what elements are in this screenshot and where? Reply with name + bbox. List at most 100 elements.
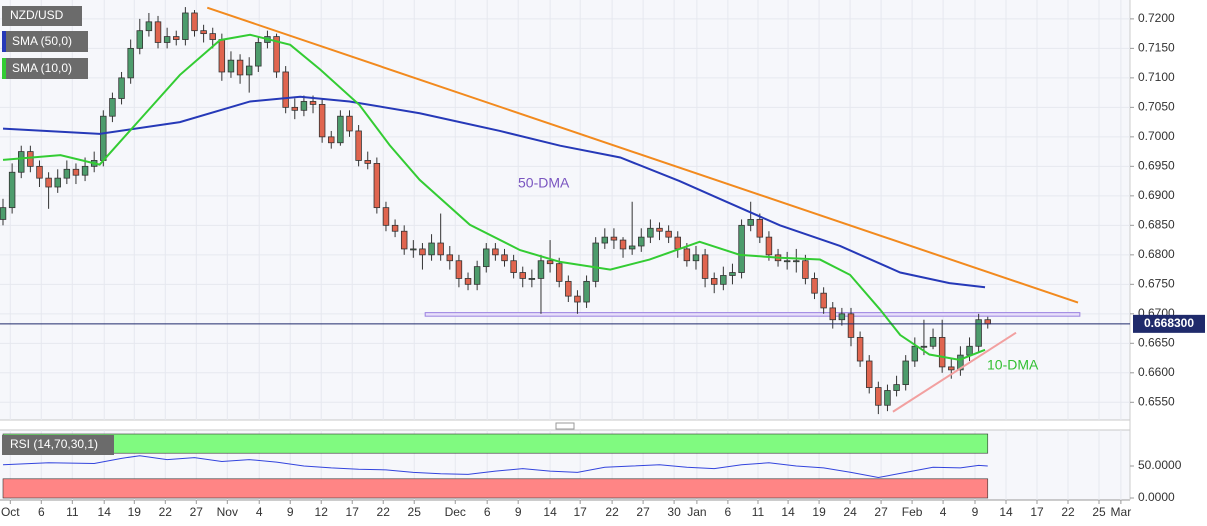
x-tick-label: 22 <box>605 505 619 519</box>
candle-body <box>300 101 308 111</box>
legend-box <box>2 435 114 455</box>
candle-body <box>574 295 581 303</box>
x-tick-label: 12 <box>315 505 329 519</box>
candle-body <box>400 230 408 250</box>
candle-body <box>902 360 909 386</box>
candle-body <box>136 30 144 49</box>
candle-body <box>255 42 262 67</box>
x-tick-label: 22 <box>377 505 391 519</box>
candle-body <box>382 207 390 226</box>
candle-body <box>218 39 226 73</box>
candle-body <box>391 224 399 232</box>
candle-body <box>328 136 335 144</box>
y-tick-label: 0.7200 <box>1138 11 1175 25</box>
candle-body <box>793 260 800 263</box>
y-tick-label: 0.7100 <box>1138 70 1175 84</box>
x-tick-label: 14 <box>781 505 795 519</box>
x-tick-label: Feb <box>902 505 923 519</box>
candle-body <box>410 248 417 251</box>
x-tick-label: 30 <box>667 505 681 519</box>
candle-body <box>957 354 964 371</box>
sma-line <box>2 95 986 289</box>
x-tick-label: Nov <box>217 505 238 519</box>
y-tick-label: 0.7000 <box>1138 129 1175 143</box>
candle-body <box>100 115 107 161</box>
candle-body <box>948 366 955 371</box>
candle-body <box>738 224 745 273</box>
x-tick-label: Dec <box>445 505 466 519</box>
candle-body <box>938 337 946 368</box>
candle-body <box>619 239 627 250</box>
y-tick-label: 50.0000 <box>1138 458 1182 472</box>
candle-body <box>647 227 654 238</box>
candle-body <box>364 160 371 164</box>
candle-body <box>145 21 153 32</box>
candle-body <box>610 236 618 241</box>
x-tick-label: 25 <box>1092 505 1106 519</box>
x-tick-label: 19 <box>812 505 826 519</box>
candle-body <box>528 278 536 280</box>
candle-body <box>173 36 180 40</box>
x-tick-label: 22 <box>1061 505 1075 519</box>
x-tick-label: 6 <box>484 505 491 519</box>
candle-body <box>984 319 991 325</box>
candle-body <box>446 254 454 262</box>
candle-body <box>355 130 362 161</box>
candle-body <box>373 162 381 209</box>
candle-body <box>893 384 900 391</box>
x-tick-label: 27 <box>190 505 204 519</box>
candle-body <box>720 275 727 285</box>
candle-body <box>555 263 563 282</box>
candle-body <box>483 248 490 268</box>
x-tick-label: Mar <box>1111 505 1132 519</box>
candle-body <box>273 36 280 73</box>
legend-label: SMA (50,0) <box>12 34 72 48</box>
candle-body <box>27 151 34 167</box>
candle-body <box>501 254 508 262</box>
oversold-band <box>2 478 989 499</box>
y-tick-label: 0.6900 <box>1138 188 1175 202</box>
candle-body <box>701 254 709 279</box>
x-tick-label: Jan <box>687 505 706 519</box>
y-tick-label: 0.6850 <box>1138 218 1175 232</box>
legend: NZD/USD SMA (50,0) SMA (10,0) RSI (14,70… <box>2 6 1039 455</box>
x-tick-label: 6 <box>38 505 45 519</box>
candle-body <box>309 101 317 105</box>
candle-body <box>63 168 71 179</box>
candle-body <box>455 260 463 279</box>
x-tick-label: 14 <box>98 505 112 519</box>
candle-body <box>783 260 791 263</box>
candle-body <box>227 59 235 73</box>
candle-body <box>419 248 426 256</box>
candle-body <box>710 278 718 285</box>
candle-body <box>729 272 736 276</box>
x-tick-label: 14 <box>543 505 557 519</box>
candle-body <box>236 59 244 76</box>
candle-body <box>756 219 764 238</box>
candle-body <box>428 242 435 256</box>
candle-body <box>875 387 882 406</box>
candle-body <box>8 171 16 209</box>
candle-body <box>674 236 681 250</box>
candle-body <box>601 236 609 244</box>
y-tick-label: 0.6750 <box>1138 276 1175 290</box>
candle-body <box>546 260 554 265</box>
candle-body <box>291 106 299 111</box>
rsi-title: RSI (14,70,30,1) <box>10 437 98 451</box>
candle-body <box>437 242 444 256</box>
candle-body <box>929 337 937 347</box>
candle-body <box>856 337 864 362</box>
candle-body <box>36 165 43 179</box>
candle-body <box>318 104 326 138</box>
annotation: 10-DMA <box>987 357 1039 373</box>
candle-body <box>820 292 827 309</box>
candle-body <box>565 280 572 297</box>
candle-body <box>209 33 216 40</box>
legend-box <box>2 58 88 79</box>
x-tick-label: 11 <box>752 505 765 519</box>
x-tick-label: 4 <box>256 505 263 519</box>
candle-body <box>81 165 89 176</box>
x-tick-label: 25 <box>408 505 422 519</box>
